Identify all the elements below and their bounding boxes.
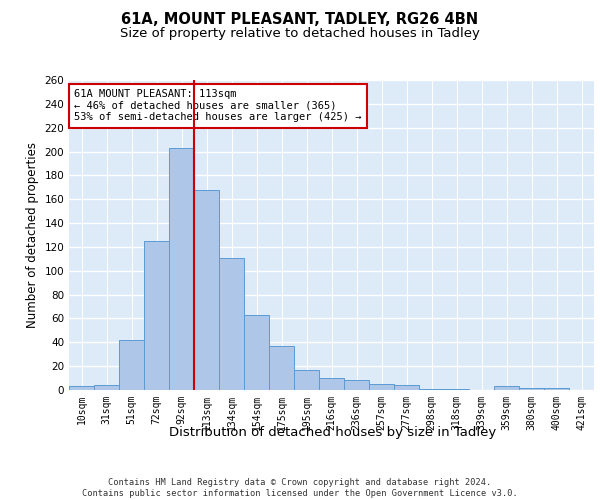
Text: Size of property relative to detached houses in Tadley: Size of property relative to detached ho…	[120, 28, 480, 40]
Bar	[519, 388, 544, 390]
Bar	[369, 384, 394, 390]
Bar	[244, 315, 269, 390]
Bar	[94, 385, 119, 390]
Bar	[344, 380, 369, 390]
Text: 61A MOUNT PLEASANT: 113sqm
← 46% of detached houses are smaller (365)
53% of sem: 61A MOUNT PLEASANT: 113sqm ← 46% of deta…	[74, 90, 362, 122]
Text: Distribution of detached houses by size in Tadley: Distribution of detached houses by size …	[169, 426, 497, 439]
Bar	[269, 346, 294, 390]
Text: Contains HM Land Registry data © Crown copyright and database right 2024.
Contai: Contains HM Land Registry data © Crown c…	[82, 478, 518, 498]
Bar	[494, 386, 519, 390]
Bar	[544, 388, 569, 390]
Bar	[319, 378, 344, 390]
Text: 61A, MOUNT PLEASANT, TADLEY, RG26 4BN: 61A, MOUNT PLEASANT, TADLEY, RG26 4BN	[121, 12, 479, 28]
Bar	[394, 385, 419, 390]
Bar	[444, 389, 469, 390]
Bar	[294, 370, 319, 390]
Bar	[144, 241, 169, 390]
Y-axis label: Number of detached properties: Number of detached properties	[26, 142, 39, 328]
Bar	[119, 340, 144, 390]
Bar	[69, 386, 94, 390]
Bar	[219, 258, 244, 390]
Bar	[169, 148, 194, 390]
Bar	[194, 190, 219, 390]
Bar	[419, 389, 444, 390]
